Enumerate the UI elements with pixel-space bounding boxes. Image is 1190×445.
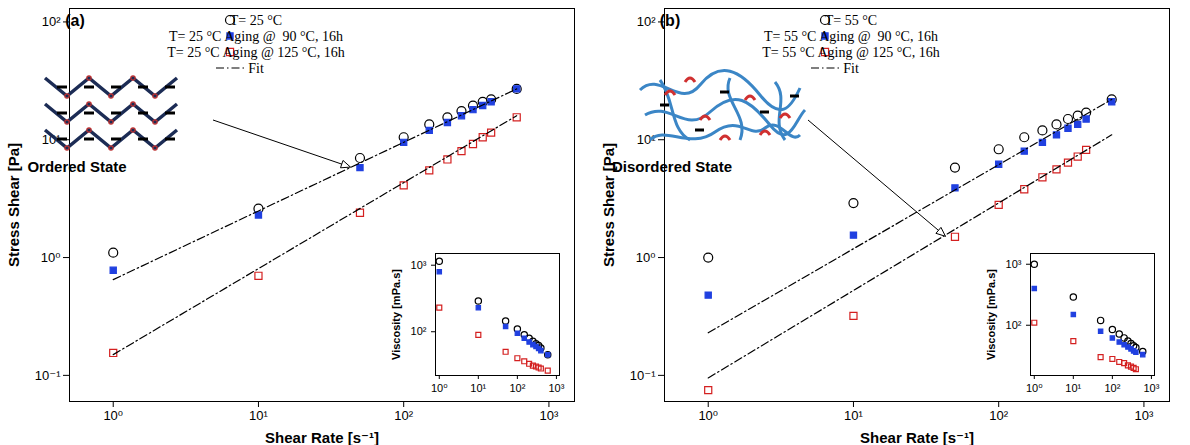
- svg-text:10³: 10³: [540, 408, 559, 423]
- svg-text:Fit: Fit: [843, 61, 859, 76]
- svg-text:Shear Rate [s⁻¹]: Shear Rate [s⁻¹]: [265, 429, 379, 445]
- svg-text:10⁰: 10⁰: [103, 408, 123, 423]
- svg-text:T= 55 °C Aging @ 90 °C, 16h: T= 55 °C Aging @ 90 °C, 16h: [764, 29, 938, 44]
- svg-text:10³: 10³: [548, 382, 564, 394]
- svg-text:10¹: 10¹: [1065, 382, 1081, 394]
- svg-text:Stress Shear [Pa]: Stress Shear [Pa]: [5, 143, 22, 267]
- svg-text:10²: 10²: [1104, 382, 1120, 394]
- svg-text:(b): (b): [660, 12, 680, 29]
- svg-text:10⁰: 10⁰: [431, 382, 448, 394]
- svg-text:10³: 10³: [1135, 408, 1154, 423]
- svg-text:10²: 10²: [411, 325, 427, 337]
- svg-text:T= 25 °C Aging @ 90 °C, 16h: T= 25 °C Aging @ 90 °C, 16h: [169, 29, 343, 44]
- svg-text:(a): (a): [65, 12, 85, 29]
- svg-text:10²: 10²: [509, 382, 525, 394]
- svg-text:10⁰: 10⁰: [636, 250, 656, 265]
- svg-text:10⁰: 10⁰: [698, 408, 718, 423]
- svg-text:T= 25 °C Aging @ 125 °C, 16h: T= 25 °C Aging @ 125 °C, 16h: [167, 45, 344, 60]
- svg-text:10¹: 10¹: [41, 131, 61, 147]
- svg-text:Stress Shear [Pa]: Stress Shear [Pa]: [600, 142, 618, 268]
- svg-text:10²: 10²: [1006, 319, 1022, 331]
- svg-text:10²: 10²: [394, 408, 413, 423]
- svg-text:10⁻¹: 10⁻¹: [35, 368, 61, 383]
- svg-text:10¹: 10¹: [637, 132, 656, 147]
- svg-text:T= 25 °C: T= 25 °C: [230, 13, 282, 28]
- svg-text:10³: 10³: [411, 259, 427, 271]
- svg-text:T= 55 °C Aging @ 125 °C, 16h: T= 55 °C Aging @ 125 °C, 16h: [762, 45, 939, 60]
- svg-text:Viscosity [mPa.s]: Viscosity [mPa.s]: [985, 269, 997, 360]
- svg-text:10⁰: 10⁰: [41, 250, 61, 265]
- svg-text:10⁰: 10⁰: [1026, 382, 1043, 394]
- svg-text:10³: 10³: [1006, 258, 1022, 270]
- svg-text:Fit: Fit: [248, 61, 264, 76]
- svg-text:Disordered State: Disordered State: [612, 158, 732, 175]
- svg-text:Ordered State: Ordered State: [27, 158, 126, 175]
- svg-text:T= 55 °C: T= 55 °C: [825, 13, 877, 28]
- svg-text:10³: 10³: [1143, 382, 1159, 394]
- svg-text:10²: 10²: [989, 408, 1008, 423]
- svg-text:10¹: 10¹: [470, 382, 486, 394]
- svg-text:Viscosity [mPa.s]: Viscosity [mPa.s]: [390, 269, 402, 360]
- svg-text:Shear Rate [s⁻¹]: Shear Rate [s⁻¹]: [860, 429, 974, 445]
- svg-text:10²: 10²: [637, 14, 656, 29]
- svg-text:10¹: 10¹: [249, 408, 268, 423]
- svg-text:10⁻¹: 10⁻¹: [630, 368, 656, 383]
- svg-text:10²: 10²: [42, 14, 61, 29]
- svg-text:10¹: 10¹: [844, 408, 863, 423]
